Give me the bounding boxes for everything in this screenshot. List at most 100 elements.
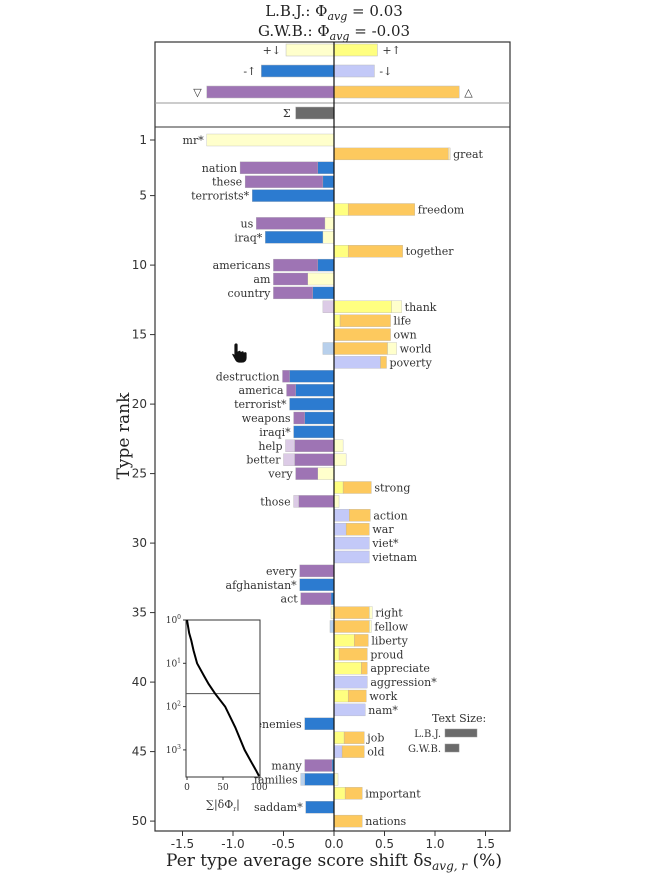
word-bar-segment <box>289 397 335 411</box>
word-bar-segment <box>333 439 344 452</box>
word-bar-segment <box>206 133 335 147</box>
y-tick-label: 45 <box>132 745 147 759</box>
word-bar-group: better <box>246 453 347 467</box>
word-bar-segment <box>252 189 335 202</box>
inset-y-tick-label: 101 <box>166 657 181 669</box>
word-bar-segment <box>305 801 335 814</box>
y-tick-label: 50 <box>132 814 147 828</box>
word-bar-segment <box>333 745 343 758</box>
inset-y-tick-label: 100 <box>166 614 181 626</box>
word-bar-group: work <box>333 689 398 703</box>
word-bar-group: families <box>254 773 339 786</box>
word-bar-group: mr* <box>183 133 335 147</box>
word-bar-segment <box>300 773 305 786</box>
word-bar-group: these <box>212 175 335 189</box>
word-label: americans <box>213 259 271 272</box>
plot-frame <box>154 41 511 832</box>
word-bar-group: liberty <box>333 634 409 647</box>
word-label: country <box>228 287 272 300</box>
word-bar-segment <box>304 717 335 730</box>
word-bar-group: freedom <box>333 203 465 217</box>
word-bar-segment <box>322 342 335 355</box>
word-bar-segment <box>295 467 318 480</box>
word-bar-segment <box>289 370 335 383</box>
word-bar-segment <box>333 509 350 522</box>
x-tick-label: -0.5 <box>272 837 295 851</box>
word-bar-segment <box>333 356 381 369</box>
word-label: together <box>406 245 455 258</box>
word-label: destruction <box>216 370 280 383</box>
word-label: iraq* <box>234 231 262 244</box>
word-bar-segment <box>369 606 373 619</box>
word-bar-segment <box>333 147 449 161</box>
word-bar-group: poverty <box>333 356 433 369</box>
summary-bar-label: ▽ <box>193 86 202 99</box>
x-tick-label: 0.0 <box>324 837 343 851</box>
summary-bar <box>333 64 375 78</box>
word-bar-group: vietnam <box>333 550 418 564</box>
word-bar-segment <box>304 759 333 772</box>
inset-x-label: ∑|δΦr| <box>206 798 240 813</box>
word-bar-segment <box>387 342 397 355</box>
x-tick-label: 1.0 <box>425 837 444 851</box>
word-bar-segment <box>239 161 318 174</box>
word-bar-segment <box>333 342 388 355</box>
word-label: life <box>394 315 412 328</box>
word-label: every <box>266 565 297 578</box>
word-bar-group: nations <box>333 814 407 828</box>
word-bar-group: proud <box>333 648 403 661</box>
word-bar-group: am <box>253 272 335 286</box>
word-label: very <box>267 468 293 481</box>
summary-bar-label: Σ <box>283 107 291 120</box>
word-label: help <box>258 440 282 453</box>
word-bar-segment <box>273 272 308 286</box>
x-tick-label: -1.5 <box>171 837 194 851</box>
word-label: old <box>367 746 384 759</box>
axes: -1.5 -1.0 -0.5 0.0 0.5 1.0 1.51510152025303540… <box>132 41 511 851</box>
word-bar-segment <box>322 300 335 313</box>
y-tick-label: 5 <box>139 189 147 203</box>
word-bar-segment <box>304 773 335 786</box>
word-bar-group: americans <box>213 258 335 272</box>
word-bar-segment <box>344 787 363 800</box>
y-tick-label: 15 <box>132 328 147 342</box>
word-bar-segment <box>286 384 296 397</box>
word-label: world <box>400 343 432 356</box>
text-size-label: G.W.B. <box>408 744 441 755</box>
word-label: proud <box>370 648 403 661</box>
word-bar-segment <box>333 787 346 800</box>
word-bar-segment <box>256 217 326 230</box>
summary-bar <box>285 43 335 57</box>
word-bar-segment <box>333 481 344 494</box>
word-label: us <box>240 217 253 230</box>
word-bar-group: every <box>266 564 335 578</box>
word-bar-group: nation <box>202 161 335 175</box>
word-label: act <box>281 593 299 606</box>
x-axis-label: Per type average score shift δsavg, r (%… <box>166 851 502 873</box>
word-label: war <box>372 523 394 536</box>
word-bar-segment <box>285 439 295 452</box>
y-tick-label: 40 <box>132 675 147 689</box>
word-bar-segment <box>273 258 318 272</box>
inset-curve <box>186 619 260 777</box>
inset-cumulative-plot: 100 101 102 103 0 50 100 ∑|δΦr| <box>166 614 268 813</box>
inset-x-tick-label: 0 <box>184 783 190 793</box>
word-bar-segment <box>333 675 368 689</box>
word-label: work <box>369 690 397 703</box>
word-label: am <box>253 273 271 286</box>
word-bar-segment <box>244 175 324 188</box>
word-bar-group: enemies <box>255 717 335 731</box>
word-bar-segment <box>293 495 299 508</box>
word-bar-group: own <box>333 328 417 342</box>
word-bar-segment <box>333 773 339 786</box>
word-label: families <box>254 773 298 786</box>
word-bar-segment <box>347 689 367 703</box>
word-bar-segment <box>333 245 349 258</box>
word-bar-group: right <box>330 606 403 620</box>
word-bar-group: world <box>322 342 432 356</box>
word-bar-group: nam* <box>333 703 398 717</box>
summary-bar <box>333 43 378 57</box>
word-label: terrorists* <box>191 190 250 203</box>
word-bar-segment <box>333 689 349 703</box>
word-label: appreciate <box>370 662 430 675</box>
